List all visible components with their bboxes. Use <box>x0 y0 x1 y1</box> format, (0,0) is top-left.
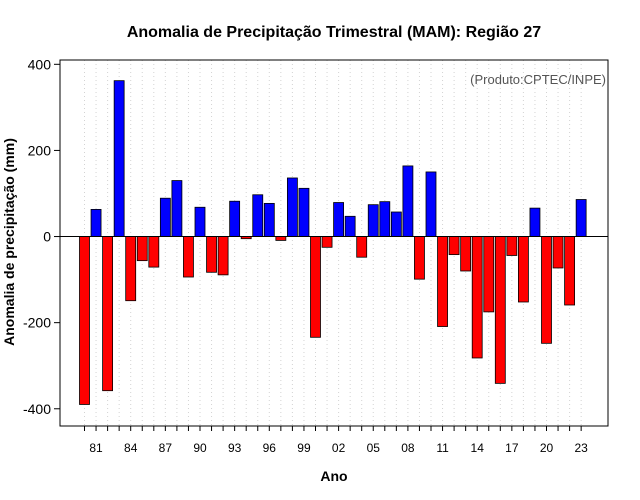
bar-2014 <box>471 236 483 359</box>
bar-1985 <box>136 236 148 262</box>
y-tick-label: 200 <box>28 142 52 158</box>
y-tick-label: -400 <box>23 401 51 417</box>
y-axis-label: Anomalia de precipitação (mm) <box>1 138 17 346</box>
bar-2003 <box>344 215 356 237</box>
x-tick-label: 11 <box>436 441 449 455</box>
bars <box>79 80 587 405</box>
bar-2013 <box>460 236 472 272</box>
x-tick-label: 20 <box>540 441 554 455</box>
x-axis: 81 84 87 90 93 96 99 02 05 08 11 14 17 20 23 <box>84 426 588 455</box>
bar-2021 <box>552 236 564 269</box>
bar-1990 <box>194 206 206 237</box>
bar-1998 <box>286 177 298 237</box>
bar-1982 <box>102 236 113 392</box>
x-tick-label: 17 <box>505 441 519 455</box>
bar-2001 <box>321 236 333 248</box>
x-tick-label: 81 <box>89 441 103 455</box>
y-tick-label: 0 <box>43 229 51 245</box>
y-axis: -400 -200 0 200 400 <box>23 56 60 417</box>
x-tick-label: 96 <box>263 441 277 455</box>
bar-2011 <box>437 236 448 327</box>
bar-1995 <box>252 194 264 237</box>
x-tick-label: 87 <box>159 441 173 455</box>
bar-2016 <box>494 236 506 384</box>
bar-2004 <box>356 236 368 258</box>
bar-2007 <box>390 211 402 237</box>
bar-1981 <box>90 209 102 237</box>
bar-2005 <box>367 204 379 237</box>
bar-2018 <box>518 236 529 303</box>
x-tick-label: 93 <box>228 441 242 455</box>
bar-2017 <box>506 236 518 256</box>
bar-1984 <box>125 236 137 302</box>
plot-frame <box>59 59 609 427</box>
bar-1989 <box>183 236 194 278</box>
y-tick-label: -200 <box>23 315 51 331</box>
bar-1987 <box>159 197 171 237</box>
x-tick-label: 05 <box>367 441 381 455</box>
bar-1999 <box>298 187 310 237</box>
bar-2000 <box>310 236 321 338</box>
x-tick-label: 23 <box>574 441 588 455</box>
x-tick-label: 84 <box>124 441 138 455</box>
bar-1983 <box>113 80 125 237</box>
bar-2020 <box>541 236 552 344</box>
bar-2008 <box>402 165 414 237</box>
bar-2010 <box>425 171 437 237</box>
x-tick-label: 14 <box>471 441 485 455</box>
bar-1992 <box>217 236 229 276</box>
x-tick-label: 90 <box>193 441 207 455</box>
bar-1988 <box>171 180 183 237</box>
bar-2019 <box>529 207 541 237</box>
bar-2012 <box>448 236 460 256</box>
bar-1980 <box>79 236 90 405</box>
bar-2009 <box>414 236 425 280</box>
x-axis-label: Ano <box>320 468 347 484</box>
chart-title: Anomalia de Precipitação Trimestral (MAM… <box>127 24 541 41</box>
bar-2006 <box>379 201 391 237</box>
bar-1991 <box>206 236 217 273</box>
y-tick-label: 400 <box>28 56 52 72</box>
bar-1997 <box>275 236 287 241</box>
x-tick-label: 99 <box>297 441 311 455</box>
bar-2022 <box>564 236 575 306</box>
bar-1996 <box>263 202 275 237</box>
x-tick-label: 08 <box>401 441 415 455</box>
bar-1993 <box>229 200 241 237</box>
x-tick-label: 02 <box>332 441 346 455</box>
bar-2002 <box>333 202 345 237</box>
bar-2015 <box>483 236 495 313</box>
bar-1986 <box>148 236 160 268</box>
bar-2023 <box>575 199 587 237</box>
product-annotation: (Produto:CPTEC/INPE) <box>470 72 606 87</box>
